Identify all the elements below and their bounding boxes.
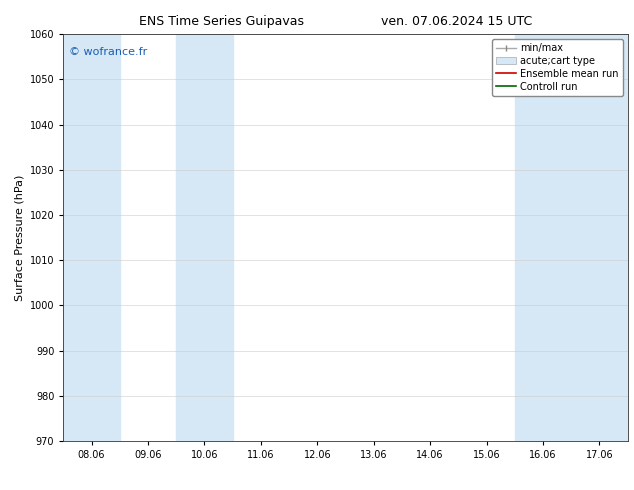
Y-axis label: Surface Pressure (hPa): Surface Pressure (hPa)	[14, 174, 24, 301]
Text: © wofrance.fr: © wofrance.fr	[69, 47, 147, 56]
Bar	[571, 34, 628, 441]
Text: ven. 07.06.2024 15 UTC: ven. 07.06.2024 15 UTC	[381, 15, 532, 28]
Bar	[63, 34, 120, 441]
Text: ENS Time Series Guipavas: ENS Time Series Guipavas	[139, 15, 304, 28]
Bar	[515, 34, 571, 441]
Legend: min/max, acute;cart type, Ensemble mean run, Controll run: min/max, acute;cart type, Ensemble mean …	[492, 39, 623, 96]
Bar	[176, 34, 233, 441]
